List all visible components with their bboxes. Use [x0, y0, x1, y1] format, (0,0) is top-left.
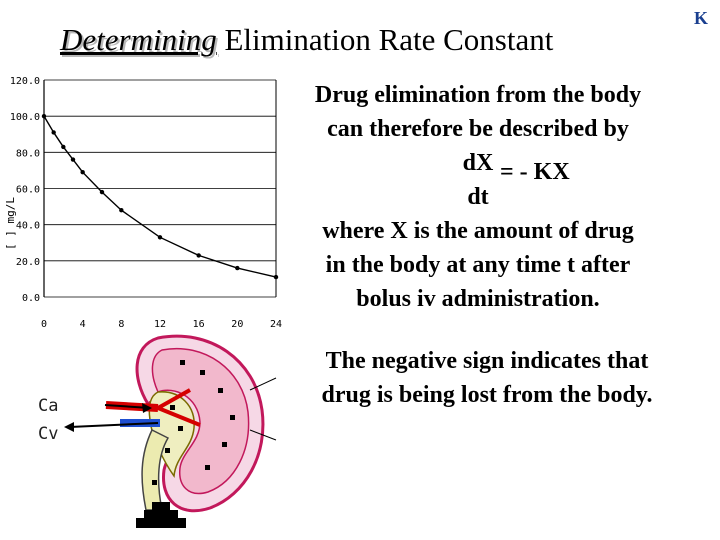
- y-tick-label: 80.0: [16, 148, 40, 159]
- y-tick-label: 40.0: [16, 221, 40, 232]
- text-line: bolus iv administration.: [356, 286, 600, 312]
- artery-concentration-label: Ca: [38, 396, 59, 416]
- equation-rhs: = - KX: [500, 159, 570, 185]
- chart-series: [41, 113, 279, 280]
- title-rest: Elimination Rate Constant: [224, 22, 554, 57]
- text-line: where X is the amount of drug: [322, 218, 634, 244]
- x-tick-labels: 0 4 8 12 16 20 24: [41, 319, 282, 330]
- y-tick-label: 60.0: [16, 185, 40, 196]
- data-point: [70, 157, 76, 162]
- corner-mark: K: [694, 8, 709, 28]
- data-point: [119, 208, 124, 213]
- vein-concentration-label: Cv: [38, 424, 59, 444]
- data-point: [80, 170, 85, 175]
- y-tick-label: 120.0: [10, 76, 40, 87]
- data-point: [235, 265, 240, 271]
- data-point: [157, 235, 163, 240]
- x-tick-label: 20: [231, 319, 243, 330]
- x-tick-label: 8: [118, 319, 124, 330]
- text-line: Drug elimination from the body: [314, 82, 642, 108]
- vein-arrow: [69, 422, 159, 428]
- chart-grid: [44, 79, 276, 298]
- text-line: can therefore be described by: [327, 116, 629, 142]
- title-italic: Determining: [60, 22, 217, 57]
- y-tick-label: 100.0: [10, 112, 40, 123]
- x-tick-label: 12: [154, 319, 166, 330]
- note-line: The negative sign indicates that: [325, 348, 649, 374]
- data-point: [273, 274, 279, 280]
- data-point: [61, 144, 66, 150]
- data-point: [196, 253, 201, 258]
- description-text: Drug elimination from the body can there…: [278, 78, 678, 316]
- data-point: [51, 130, 56, 135]
- x-tick-label: 4: [80, 319, 86, 330]
- text-line: in the body at any time t after: [325, 252, 631, 278]
- bladder-base: [136, 518, 186, 528]
- equation-numerator: dX: [462, 150, 494, 176]
- slide-title: Determining Elimination Rate Constant: [60, 22, 553, 58]
- kidney-illustration: [64, 334, 277, 528]
- rate-equation: dX = - KX dt: [278, 146, 678, 214]
- elimination-chart: 0.0 20.0 40.0 60.0 80.0 100.0 120.0 0 4 8 12 16 20 2…: [4, 76, 282, 330]
- data-point: [41, 113, 47, 119]
- x-tick-label: 24: [270, 319, 282, 330]
- y-tick-labels: 0.0 20.0 40.0 60.0 80.0 100.0 120.0: [10, 76, 40, 304]
- series-line: [43, 115, 277, 278]
- data-point: [99, 189, 105, 195]
- x-tick-label: 16: [193, 319, 205, 330]
- equation-denominator: dt: [467, 184, 489, 210]
- x-tick-label: 0: [41, 319, 47, 330]
- note-line: drug is being lost from the body.: [321, 382, 653, 408]
- y-tick-label: 20.0: [16, 257, 40, 268]
- sign-note: The negative sign indicates that drug is…: [282, 344, 692, 412]
- y-tick-label: 0.0: [22, 293, 40, 304]
- y-axis-label: [ ] mg/L: [4, 197, 17, 250]
